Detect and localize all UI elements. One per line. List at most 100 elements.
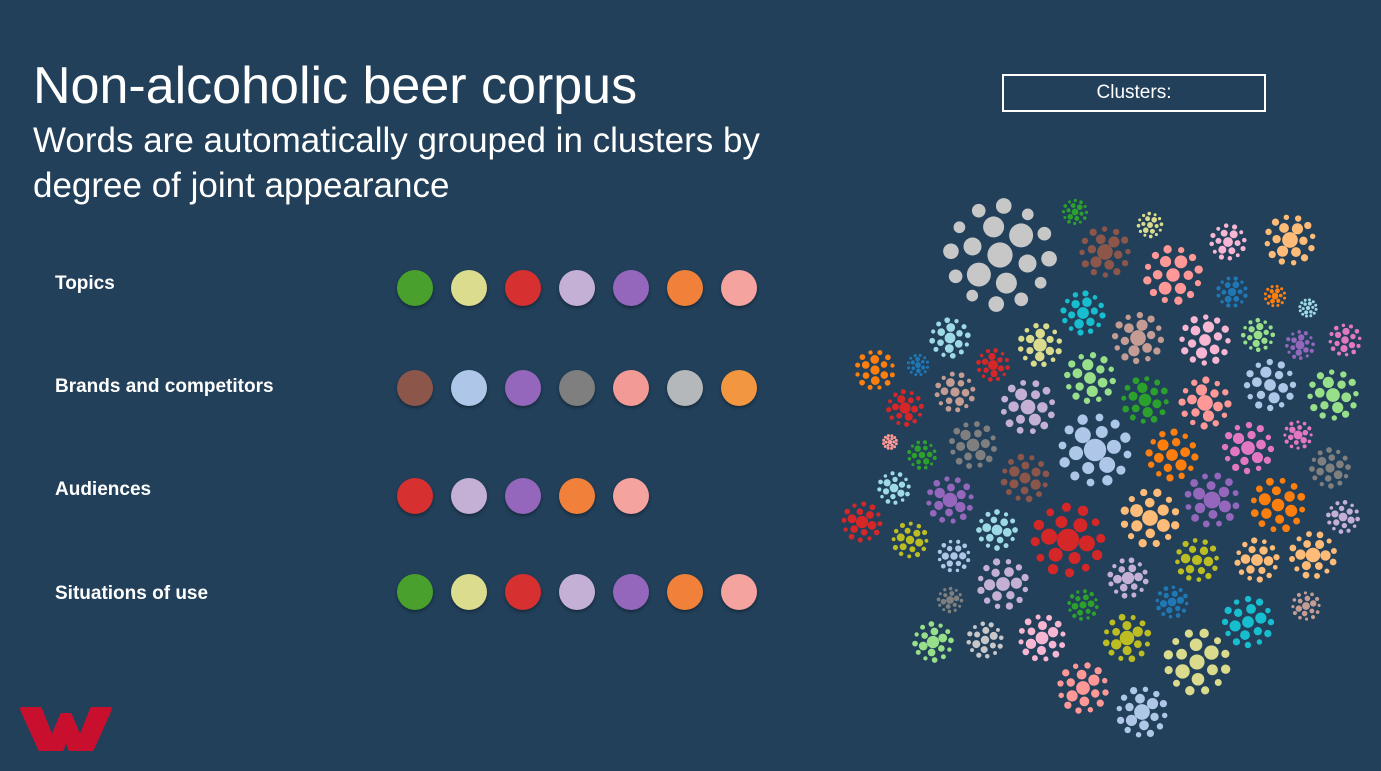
word-bubble	[1238, 569, 1245, 575]
word-bubble	[867, 536, 872, 541]
word-bubble	[923, 465, 928, 470]
word-bubble	[1156, 325, 1162, 331]
word-bubble	[1290, 345, 1296, 351]
word-cluster	[1107, 557, 1149, 599]
word-cluster	[1240, 317, 1276, 353]
word-bubble	[1298, 615, 1302, 620]
word-bubble	[988, 296, 1005, 312]
word-bubble	[1034, 351, 1045, 362]
word-bubble	[886, 443, 890, 447]
word-bubble	[1309, 466, 1315, 472]
word-bubble	[1303, 347, 1309, 353]
word-bubble	[1029, 428, 1036, 435]
word-bubble	[923, 656, 928, 661]
word-bubble	[1263, 292, 1267, 296]
word-bubble	[911, 462, 915, 467]
word-bubble	[1287, 350, 1291, 354]
word-bubble	[1138, 218, 1142, 222]
word-bubble	[929, 509, 937, 517]
word-bubble	[1094, 598, 1098, 602]
word-bubble	[1270, 285, 1274, 289]
word-bubble	[940, 387, 949, 396]
word-bubble	[1073, 518, 1088, 533]
word-bubble	[983, 425, 991, 433]
word-bubble	[957, 379, 965, 387]
word-bubble	[906, 361, 910, 365]
word-bubble	[995, 272, 1017, 294]
word-bubble	[1082, 359, 1094, 371]
word-bubble	[1346, 528, 1351, 533]
word-bubble	[1308, 244, 1315, 252]
word-cluster	[929, 317, 971, 359]
word-bubble	[916, 440, 921, 445]
word-bubble	[1272, 564, 1278, 570]
word-bubble	[983, 216, 1005, 238]
word-bubble	[1091, 611, 1097, 616]
word-bubble	[867, 384, 873, 390]
word-bubble	[1310, 592, 1314, 597]
word-bubble	[983, 597, 991, 604]
word-bubble	[977, 586, 985, 595]
word-bubble	[1061, 210, 1066, 214]
word-bubble	[1240, 630, 1250, 640]
word-bubble	[1302, 571, 1310, 579]
word-bubble	[955, 407, 961, 413]
word-bubble	[1166, 268, 1180, 282]
word-bubble	[1264, 297, 1268, 301]
word-bubble	[945, 508, 953, 517]
word-bubble	[1145, 449, 1153, 457]
word-bubble	[1256, 576, 1263, 583]
word-bubble	[1171, 508, 1180, 516]
word-bubble	[890, 437, 894, 441]
word-bubble	[1196, 577, 1202, 582]
word-bubble	[953, 608, 957, 612]
company-logo	[20, 707, 112, 751]
word-bubble	[1142, 510, 1158, 526]
word-bubble	[1309, 336, 1313, 340]
word-bubble	[945, 397, 953, 405]
word-bubble	[1071, 208, 1079, 216]
word-bubble	[938, 623, 943, 628]
word-bubble	[1151, 251, 1160, 260]
word-bubble	[1319, 481, 1324, 487]
word-bubble	[1207, 664, 1218, 676]
word-bubble	[1240, 554, 1251, 564]
word-bubble	[1111, 332, 1119, 340]
word-bubble	[982, 626, 990, 634]
word-bubble	[1142, 569, 1148, 575]
word-bubble	[966, 639, 972, 645]
word-bubble	[949, 352, 956, 359]
word-bubble	[1061, 502, 1071, 512]
word-bubble	[981, 374, 986, 379]
word-bubble	[1341, 410, 1350, 418]
word-bubble	[1190, 316, 1198, 324]
word-bubble	[974, 631, 981, 638]
word-bubble	[1255, 598, 1264, 606]
word-cluster	[1061, 198, 1089, 226]
word-bubble	[1271, 498, 1285, 512]
word-bubble	[1242, 237, 1247, 243]
word-bubble	[990, 516, 998, 524]
word-cluster	[1143, 245, 1203, 305]
word-bubble	[1270, 526, 1277, 533]
word-bubble	[1166, 607, 1173, 614]
word-bubble	[1104, 259, 1115, 270]
word-bubble	[1341, 522, 1348, 529]
word-bubble	[1042, 386, 1051, 395]
word-bubble	[946, 323, 956, 332]
word-bubble	[938, 645, 945, 652]
word-bubble	[1152, 399, 1162, 409]
word-bubble	[948, 586, 953, 591]
word-bubble	[985, 511, 991, 517]
word-bubble	[1306, 531, 1312, 538]
word-bubble	[1255, 465, 1262, 472]
word-bubble	[1296, 420, 1300, 424]
legend-color-dot	[559, 478, 595, 514]
word-bubble	[1190, 479, 1199, 487]
word-bubble	[870, 365, 880, 375]
word-bubble	[1266, 287, 1270, 291]
word-bubble	[1204, 645, 1219, 660]
word-bubble	[1146, 729, 1155, 738]
word-bubble	[1295, 549, 1306, 560]
word-bubble	[1068, 552, 1081, 565]
